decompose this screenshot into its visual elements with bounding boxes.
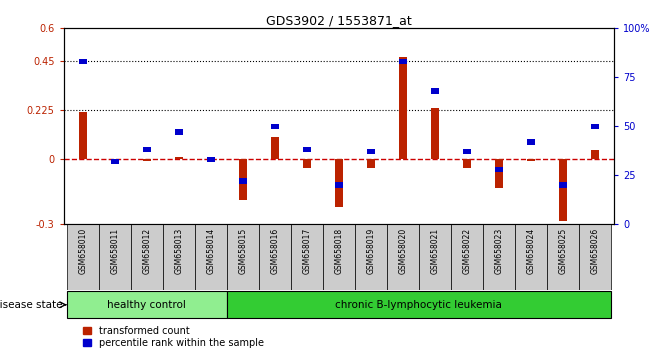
Text: GSM658024: GSM658024	[526, 228, 535, 274]
Bar	[143, 159, 151, 161]
Bar	[79, 59, 87, 64]
FancyBboxPatch shape	[387, 224, 419, 290]
Bar	[590, 150, 599, 159]
Text: GSM658021: GSM658021	[430, 228, 440, 274]
FancyBboxPatch shape	[291, 224, 323, 290]
Bar	[175, 157, 183, 159]
Text: GSM658019: GSM658019	[366, 228, 375, 274]
FancyBboxPatch shape	[227, 291, 611, 319]
Text: GSM658022: GSM658022	[462, 228, 471, 274]
Text: GSM658017: GSM658017	[303, 228, 311, 274]
Text: GSM658020: GSM658020	[399, 228, 407, 274]
Bar	[495, 159, 503, 188]
Bar	[143, 147, 151, 153]
Text: chronic B-lymphocytic leukemia: chronic B-lymphocytic leukemia	[336, 300, 503, 310]
Bar	[79, 112, 87, 159]
Bar	[239, 178, 247, 184]
Text: GSM658014: GSM658014	[207, 228, 215, 274]
Bar	[271, 137, 279, 159]
Bar	[207, 159, 215, 161]
Text: GSM658010: GSM658010	[79, 228, 87, 274]
FancyBboxPatch shape	[131, 224, 163, 290]
FancyBboxPatch shape	[195, 224, 227, 290]
Bar	[527, 139, 535, 145]
Bar	[335, 182, 343, 188]
Bar	[271, 124, 279, 129]
Bar	[527, 159, 535, 161]
Bar	[559, 182, 567, 188]
FancyBboxPatch shape	[547, 224, 579, 290]
Text: GSM658016: GSM658016	[270, 228, 279, 274]
Bar	[111, 159, 119, 161]
Bar	[367, 149, 375, 154]
Text: GSM658018: GSM658018	[334, 228, 344, 274]
Bar	[463, 159, 471, 168]
Bar	[590, 124, 599, 129]
Bar	[399, 57, 407, 159]
Bar	[111, 159, 119, 164]
Bar	[431, 108, 439, 159]
Bar	[303, 159, 311, 168]
FancyBboxPatch shape	[163, 224, 195, 290]
FancyBboxPatch shape	[67, 224, 99, 290]
Text: healthy control: healthy control	[107, 300, 187, 310]
Text: GSM658015: GSM658015	[238, 228, 248, 274]
FancyBboxPatch shape	[515, 224, 547, 290]
Bar	[303, 147, 311, 153]
Text: GSM658011: GSM658011	[111, 228, 119, 274]
FancyBboxPatch shape	[323, 224, 355, 290]
Bar	[239, 159, 247, 200]
FancyBboxPatch shape	[355, 224, 387, 290]
Title: GDS3902 / 1553871_at: GDS3902 / 1553871_at	[266, 14, 412, 27]
Text: GSM658013: GSM658013	[174, 228, 183, 274]
Bar	[431, 88, 439, 94]
FancyBboxPatch shape	[99, 224, 131, 290]
Bar	[175, 130, 183, 135]
FancyBboxPatch shape	[259, 224, 291, 290]
FancyBboxPatch shape	[419, 224, 451, 290]
Bar	[463, 149, 471, 154]
Legend: transformed count, percentile rank within the sample: transformed count, percentile rank withi…	[80, 322, 268, 352]
FancyBboxPatch shape	[579, 224, 611, 290]
Text: GSM658025: GSM658025	[558, 228, 567, 274]
Bar	[399, 59, 407, 64]
Bar	[495, 167, 503, 172]
FancyBboxPatch shape	[227, 224, 259, 290]
Text: GSM658023: GSM658023	[495, 228, 503, 274]
Bar	[335, 159, 343, 207]
Text: GSM658012: GSM658012	[142, 228, 152, 274]
Text: disease state: disease state	[0, 300, 62, 310]
Bar	[559, 159, 567, 221]
FancyBboxPatch shape	[451, 224, 483, 290]
Bar	[207, 157, 215, 162]
Bar	[367, 159, 375, 168]
FancyBboxPatch shape	[67, 291, 227, 319]
FancyBboxPatch shape	[483, 224, 515, 290]
Text: GSM658026: GSM658026	[590, 228, 599, 274]
